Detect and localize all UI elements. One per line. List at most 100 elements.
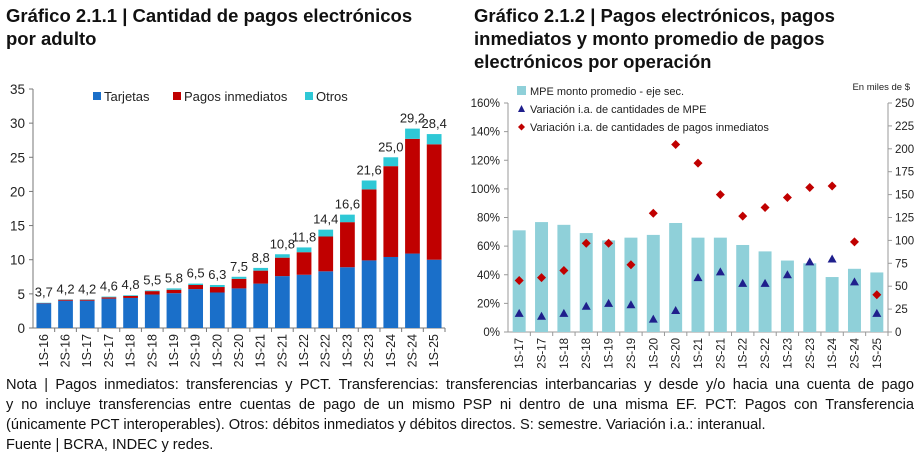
- c2-x-tick-label: 1S-17: [514, 338, 526, 369]
- c2-legend-swatch-bar: [517, 86, 526, 95]
- c2-x-tick-label: 2S-24: [849, 337, 861, 368]
- c1-bar-tarjetas: [79, 300, 95, 328]
- c1-bar-tarjetas: [188, 289, 204, 328]
- c1-y-tick-label: 35: [10, 82, 25, 97]
- c1-total-label: 3,7: [35, 285, 53, 300]
- c1-total-label: 4,2: [78, 281, 96, 296]
- c1-x-tick-label: 2S-23: [362, 334, 376, 367]
- c2-instant-payments-variation-diamond: [849, 237, 859, 247]
- c2-instant-payments-variation-diamond: [581, 238, 591, 248]
- c1-bar-otros: [340, 214, 355, 223]
- c1-y-tick-label: 5: [17, 287, 25, 302]
- c2-mpe-variation-triangle: [827, 254, 837, 263]
- c1-total-label: 11,8: [292, 229, 316, 244]
- c2-mpe-bar: [624, 237, 638, 332]
- c1-total-label: 29,2: [400, 111, 425, 126]
- c2-mpe-variation-triangle: [514, 308, 524, 317]
- c1-bar-pagos-inmediatos: [123, 295, 138, 298]
- c1-bar-tarjetas: [101, 298, 117, 328]
- c1-bar-tarjetas: [426, 259, 442, 328]
- c2-x-tick-label: 2S-20: [671, 338, 683, 369]
- c2-right-axis-unit: En miles de $: [852, 82, 910, 93]
- c1-bar-tarjetas: [296, 274, 312, 328]
- c2-mpe-bar: [870, 272, 884, 332]
- c1-x-tick-label: 2S-18: [145, 334, 159, 367]
- c2-left-tick-label: 120%: [471, 155, 500, 167]
- c2-mpe-bar: [758, 251, 772, 332]
- c1-bar-pagos-inmediatos: [79, 299, 95, 301]
- c1-bar-tarjetas: [318, 271, 334, 328]
- c2-mpe-bar: [557, 224, 571, 332]
- c1-legend-swatch: [93, 92, 101, 100]
- c1-legend-label: Otros: [316, 89, 348, 104]
- c1-y-tick-label: 20: [10, 184, 25, 199]
- c2-instant-payments-variation-diamond: [827, 181, 837, 191]
- c1-x-tick-label: 1S-17: [80, 334, 94, 367]
- c2-left-tick-label: 60%: [477, 241, 500, 253]
- c1-bar-tarjetas: [58, 300, 73, 328]
- c1-bar-tarjetas: [274, 276, 290, 328]
- c2-legend-label: Variación i.a. de cantidades de pagos in…: [530, 122, 769, 134]
- c1-total-label: 21,6: [356, 163, 381, 178]
- c1-legend-label: Tarjetas: [104, 89, 150, 104]
- c2-mpe-bar: [669, 222, 683, 332]
- c2-instant-payments-variation-diamond: [648, 208, 658, 218]
- c1-total-label: 5,5: [143, 272, 161, 287]
- c1-total-label: 4,8: [122, 277, 140, 292]
- c2-legend-label: MPE monto promedio - eje sec.: [530, 86, 684, 98]
- c1-bar-pagos-inmediatos: [274, 257, 290, 277]
- c2-mpe-bar: [579, 233, 593, 332]
- c2-mpe-bar: [713, 237, 727, 332]
- c2-mpe-variation-triangle: [760, 278, 770, 287]
- c2-mpe-bar: [602, 240, 616, 332]
- c1-bar-tarjetas: [166, 293, 182, 328]
- c2-x-tick-label: 2S-21: [715, 338, 727, 369]
- c2-left-tick-label: 160%: [471, 98, 500, 110]
- c2-mpe-variation-triangle: [849, 277, 859, 286]
- c1-bar-tarjetas: [383, 256, 399, 328]
- c1-legend-label: Pagos inmediatos: [184, 89, 288, 104]
- c2-left-tick-label: 40%: [477, 270, 500, 282]
- c1-y-tick-label: 0: [17, 321, 25, 336]
- c1-total-label: 4,6: [100, 279, 118, 294]
- c2-left-tick-label: 100%: [471, 184, 500, 196]
- c1-bar-otros: [231, 276, 247, 279]
- c2-instant-payments-variation-diamond: [559, 265, 569, 275]
- c2-right-tick-label: 0: [895, 327, 901, 339]
- c2-mpe-variation-triangle: [738, 278, 748, 287]
- c2-instant-payments-variation-diamond: [514, 275, 524, 285]
- c2-mpe-variation-triangle: [715, 267, 725, 276]
- c1-total-label: 6,5: [187, 266, 205, 281]
- c1-bar-otros: [188, 283, 204, 285]
- c2-mpe-bar: [736, 244, 750, 332]
- c2-right-tick-label: 50: [895, 281, 908, 293]
- c1-x-tick-label: 1S-21: [254, 334, 268, 367]
- c2-x-tick-label: 1S-24: [827, 337, 839, 368]
- c1-bar-pagos-inmediatos: [101, 297, 117, 299]
- c2-legend-label: Variación i.a. de cantidades de MPE: [530, 104, 707, 116]
- c1-bar-pagos-inmediatos: [340, 222, 355, 268]
- c1-x-tick-label: 1S-24: [384, 334, 398, 367]
- chart-2-title: Gráfico 2.1.2 | Pagos electrónicos, pago…: [474, 5, 835, 72]
- c2-mpe-bar: [780, 260, 794, 332]
- c1-bar-pagos-inmediatos: [58, 299, 73, 301]
- c2-x-tick-label: 2S-23: [805, 338, 817, 369]
- c2-x-tick-label: 1S-22: [738, 338, 750, 369]
- c1-total-label: 28,4: [422, 116, 447, 131]
- c1-y-tick-label: 10: [10, 253, 25, 268]
- c1-bar-pagos-inmediatos: [361, 189, 377, 261]
- c1-total-label: 8,8: [252, 250, 270, 265]
- c1-bar-tarjetas: [231, 288, 247, 328]
- c1-total-label: 5,8: [165, 270, 183, 285]
- c2-instant-payments-variation-diamond: [782, 192, 792, 202]
- c1-bar-otros: [296, 247, 312, 253]
- c1-x-tick-label: 1S-19: [167, 334, 181, 367]
- c1-x-tick-label: 2S-16: [59, 334, 73, 367]
- c1-bar-tarjetas: [340, 267, 355, 328]
- c1-bar-pagos-inmediatos: [209, 287, 225, 293]
- c1-total-label: 25,0: [378, 139, 403, 154]
- c1-bar-pagos-inmediatos: [188, 284, 204, 290]
- c2-mpe-variation-triangle: [559, 308, 569, 317]
- c1-bar-pagos-inmediatos: [426, 144, 442, 260]
- c1-bar-otros: [123, 295, 138, 296]
